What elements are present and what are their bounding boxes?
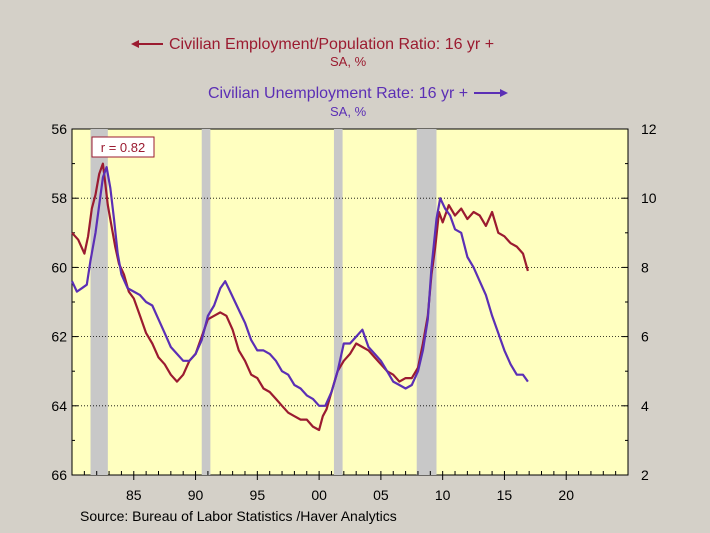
right-axis: 12 10 8 6 4 2: [622, 121, 657, 483]
arrow-right-icon: [474, 85, 509, 103]
recession-band: [201, 129, 211, 475]
series-line-unemployment: [71, 166, 529, 407]
x-tick-label: 05: [373, 487, 389, 503]
plot-area: [71, 128, 629, 476]
x-tick-label: 85: [126, 487, 142, 503]
legend-employment-units: SA, %: [330, 54, 367, 69]
arrow-left-icon: [131, 36, 163, 54]
left-tick-label: 62: [51, 329, 67, 345]
left-tick-label: 56: [51, 121, 67, 137]
x-tick-label: 10: [435, 487, 451, 503]
left-tick-label: 66: [51, 467, 67, 483]
x-tick-label: 90: [188, 487, 204, 503]
recession-band: [333, 129, 343, 475]
right-tick-label: 8: [641, 259, 649, 275]
legend-unemployment-label: Civilian Unemployment Rate: 16 yr +: [208, 85, 469, 103]
x-tick-label: 00: [311, 487, 327, 503]
legend-unemployment-units: SA, %: [330, 104, 367, 119]
left-axis: 56 58 60 62 64 66: [51, 121, 78, 483]
recession-bands: [90, 129, 437, 475]
right-tick-label: 12: [641, 121, 657, 137]
right-tick-label: 2: [641, 467, 649, 483]
series-lines: [71, 162, 529, 432]
x-tick-label: 15: [497, 487, 513, 503]
left-tick-label: 58: [51, 190, 67, 206]
right-tick-label: 10: [641, 190, 657, 206]
legend-unemployment: Civilian Unemployment Rate: 16 yr +: [208, 85, 509, 103]
x-axis: 85 90 95 00 05 10 15 20: [83, 471, 617, 503]
x-tick-label: 20: [558, 487, 574, 503]
left-tick-label: 64: [51, 398, 67, 414]
x-tick-label: 95: [250, 487, 266, 503]
right-tick-label: 6: [641, 329, 649, 345]
correlation-annotation: r = 0.82: [91, 136, 155, 158]
recession-band: [416, 129, 437, 475]
legend-employment: Civilian Employment/Population Ratio: 16…: [131, 36, 494, 54]
left-tick-label: 60: [51, 259, 67, 275]
right-tick-label: 4: [641, 398, 649, 414]
recession-band: [90, 129, 108, 475]
legend-employment-label: Civilian Employment/Population Ratio: 16…: [169, 36, 495, 54]
annotation-label: r = 0.82: [101, 140, 145, 155]
source-note: Source: Bureau of Labor Statistics /Have…: [80, 508, 397, 524]
